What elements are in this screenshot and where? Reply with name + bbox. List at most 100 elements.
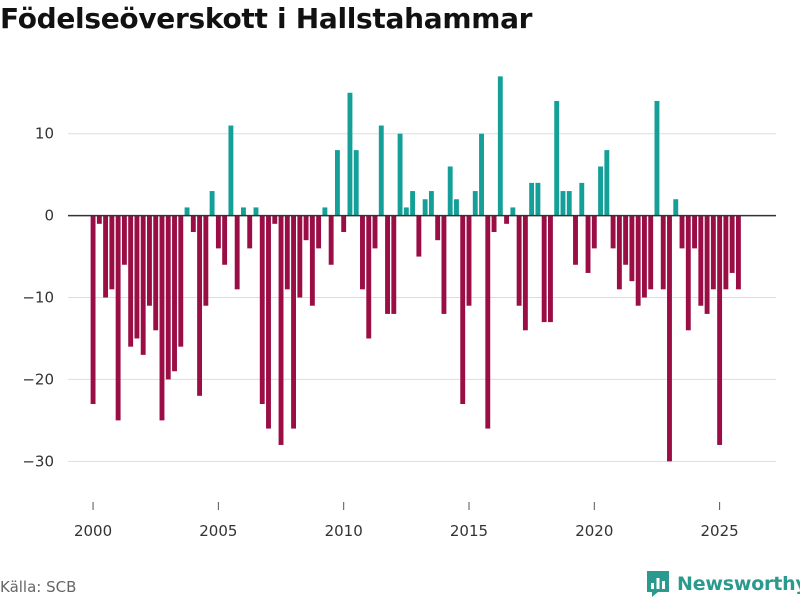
bar — [723, 215, 729, 290]
bar — [391, 215, 397, 314]
bar — [673, 199, 679, 216]
bar — [660, 215, 666, 290]
bar — [397, 133, 403, 216]
bar — [554, 100, 560, 216]
bar — [598, 166, 604, 216]
bar — [641, 215, 647, 298]
bar — [735, 215, 741, 290]
x-tick-label: 2015 — [450, 522, 488, 540]
bar — [109, 215, 115, 290]
brand-name: Newsworthy — [677, 573, 800, 595]
x-tick-label: 2020 — [575, 522, 613, 540]
bar — [215, 215, 221, 249]
bar — [460, 215, 466, 404]
gridlines — [68, 133, 776, 462]
bar — [103, 215, 109, 298]
bar — [472, 191, 478, 216]
x-tick-label: 2005 — [199, 522, 237, 540]
bar — [203, 215, 209, 306]
y-axis-labels: −30 −20 −10 0 10 — [22, 125, 54, 471]
bar — [197, 215, 203, 396]
bar — [247, 215, 253, 249]
bar — [184, 207, 190, 216]
bar — [566, 191, 572, 216]
bar — [510, 207, 516, 216]
bar — [629, 215, 635, 282]
bar — [96, 215, 102, 224]
bar — [172, 215, 177, 372]
bar — [648, 215, 654, 290]
bar — [378, 125, 384, 216]
bar — [422, 199, 428, 216]
bar — [297, 215, 303, 298]
bar — [479, 133, 484, 216]
bar — [165, 215, 171, 380]
x-axis-labels: 2000 2005 2010 2015 2020 2025 — [74, 522, 739, 540]
bar — [403, 207, 409, 216]
bar — [654, 100, 660, 216]
x-axis-ticks — [92, 502, 721, 510]
brand-logo[interactable]: Newsworthy — [645, 569, 800, 599]
bar — [579, 182, 585, 216]
bar — [291, 215, 296, 429]
bar — [635, 215, 641, 306]
bar — [328, 215, 334, 265]
bar — [560, 191, 566, 216]
bar — [610, 215, 616, 249]
source-note: Källa: SCB — [0, 578, 77, 596]
bar — [441, 215, 447, 314]
bar — [529, 182, 535, 216]
bar — [266, 215, 271, 429]
bar — [209, 191, 215, 216]
bar — [466, 215, 472, 306]
bar — [698, 215, 704, 306]
bar — [435, 215, 441, 241]
bar — [334, 150, 340, 216]
bar — [416, 215, 422, 257]
y-tick-label: 10 — [35, 125, 54, 143]
bar — [253, 207, 259, 216]
bar — [240, 207, 246, 216]
bar — [353, 150, 359, 216]
bar — [491, 215, 497, 232]
bar — [585, 215, 591, 273]
bar — [178, 215, 184, 347]
bar — [128, 215, 134, 347]
bar — [372, 215, 378, 249]
chart-title: Födelseöverskott i Hallstahammar — [0, 2, 533, 35]
bar-chart-logo-icon — [647, 571, 669, 597]
bar — [134, 215, 140, 339]
y-tick-label: 0 — [44, 207, 54, 225]
bar — [717, 215, 723, 445]
bar — [385, 215, 390, 314]
bar — [485, 215, 491, 429]
bar — [692, 215, 697, 249]
bar — [316, 215, 322, 249]
bar — [121, 215, 127, 265]
bar — [710, 215, 716, 290]
bar — [704, 215, 710, 314]
bar — [679, 215, 685, 249]
y-tick-label: −30 — [22, 452, 54, 470]
bar — [623, 215, 629, 265]
x-tick-label: 2010 — [325, 522, 363, 540]
bar — [604, 150, 610, 216]
bar — [159, 215, 165, 421]
x-tick-label: 2025 — [701, 522, 739, 540]
bar — [347, 92, 353, 216]
bar — [516, 215, 522, 306]
bar — [90, 215, 96, 404]
bar — [360, 215, 365, 290]
bar — [153, 215, 159, 331]
bar — [284, 215, 290, 290]
bar — [428, 191, 434, 216]
x-tick-label: 2000 — [74, 522, 112, 540]
bar — [548, 215, 553, 323]
bar — [447, 166, 453, 216]
bar — [616, 215, 622, 290]
bar — [222, 215, 228, 265]
bar — [729, 215, 735, 273]
bar — [228, 125, 234, 216]
bar — [366, 215, 372, 339]
